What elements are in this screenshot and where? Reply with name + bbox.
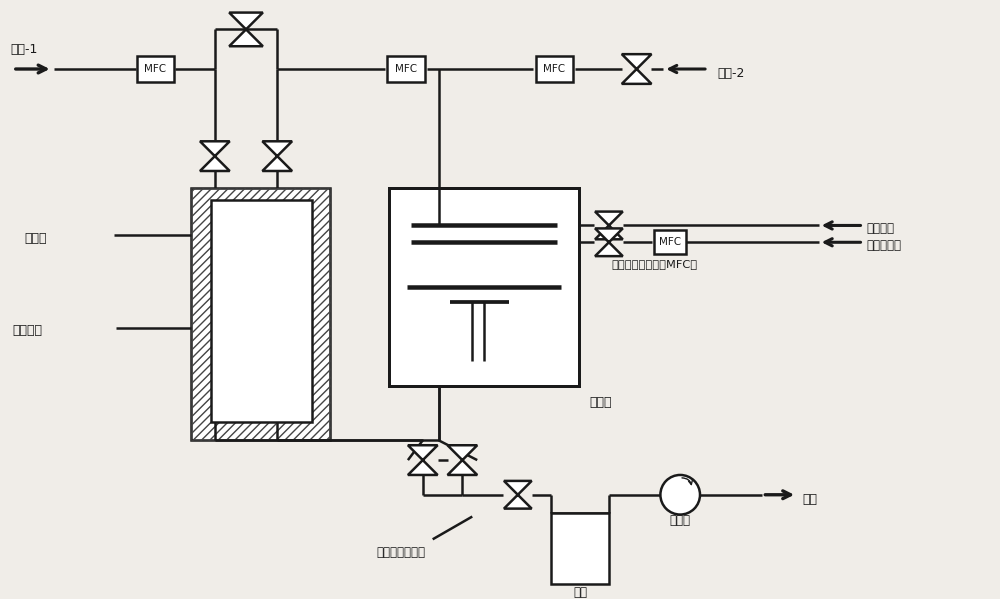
Polygon shape — [448, 445, 477, 475]
Text: 自动压力控制器: 自动压力控制器 — [376, 546, 425, 559]
Text: 质量流量控制器（MFC）: 质量流量控制器（MFC） — [611, 259, 697, 269]
Bar — [551, 513, 609, 584]
Bar — [137, 56, 174, 82]
Polygon shape — [229, 13, 263, 46]
Text: 冷阱: 冷阱 — [573, 586, 587, 599]
Text: 成膜室: 成膜室 — [589, 396, 612, 409]
Text: MFC: MFC — [543, 64, 566, 74]
Text: 加热器: 加热器 — [25, 232, 47, 245]
Polygon shape — [504, 481, 532, 509]
Text: 吹扫气体: 吹扫气体 — [866, 222, 894, 235]
Bar — [536, 56, 573, 82]
Text: 载气-2: 载气-2 — [718, 67, 745, 80]
Bar — [654, 231, 686, 254]
Polygon shape — [622, 54, 651, 84]
Polygon shape — [595, 211, 623, 240]
Text: 反应性气体: 反应性气体 — [866, 239, 901, 252]
Bar — [191, 188, 330, 440]
Text: 真空泵: 真空泵 — [670, 515, 691, 528]
Bar — [389, 188, 579, 386]
Polygon shape — [262, 141, 292, 171]
Text: MFC: MFC — [395, 64, 417, 74]
Polygon shape — [200, 141, 230, 171]
Text: MFC: MFC — [144, 64, 167, 74]
Polygon shape — [595, 228, 623, 256]
Bar — [387, 56, 425, 82]
Text: 排气: 排气 — [802, 492, 817, 506]
Text: 原料容器: 原料容器 — [13, 325, 43, 337]
Circle shape — [660, 475, 700, 515]
Bar — [211, 199, 312, 422]
Text: MFC: MFC — [659, 237, 681, 247]
Text: 载气-1: 载气-1 — [10, 43, 37, 56]
Bar — [191, 188, 330, 440]
Polygon shape — [408, 445, 438, 475]
